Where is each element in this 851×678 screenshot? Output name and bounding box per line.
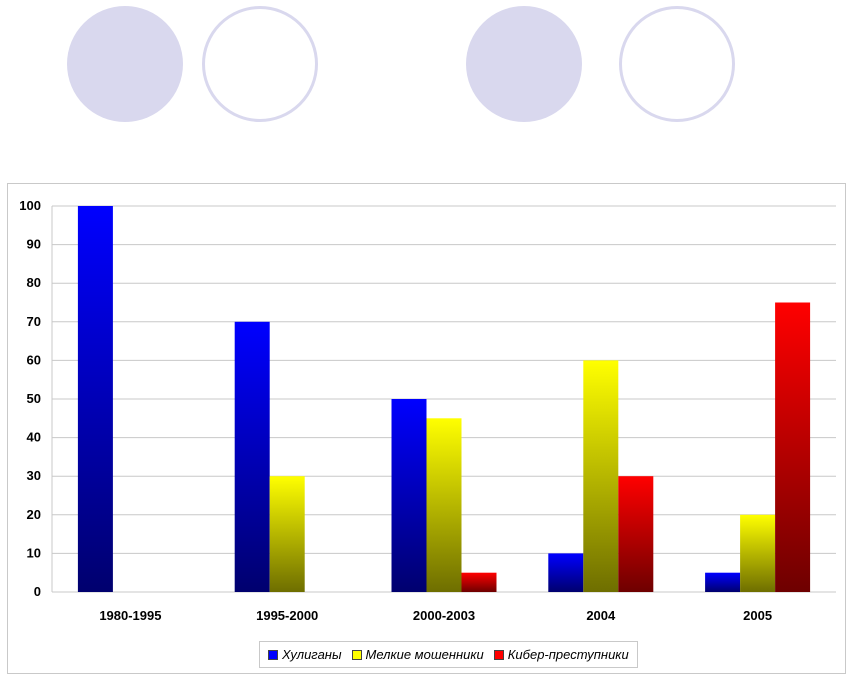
legend-item-kiber-prestupniki: Кибер-преступники <box>493 647 629 662</box>
legend-swatch-red <box>493 649 504 660</box>
y-tick-label: 20 <box>27 507 41 522</box>
legend-label: Хулиганы <box>282 647 342 662</box>
y-tick-label: 10 <box>27 545 41 560</box>
legend-label: Мелкие мошенники <box>365 647 484 662</box>
y-axis: 0 10 20 30 40 50 60 70 80 90 100 <box>19 198 53 599</box>
legend-swatch-blue <box>268 649 278 660</box>
x-tick-label: 2000-2003 <box>413 608 475 623</box>
bar <box>775 302 811 592</box>
y-tick-label: 30 <box>27 468 41 483</box>
x-axis-labels: 1980-1995 1995-2000 2000-2003 2004 2005 <box>99 608 772 623</box>
x-tick-label: 1980-1995 <box>99 608 161 623</box>
y-tick-label: 40 <box>27 430 41 445</box>
bar <box>77 206 113 592</box>
bar <box>618 476 654 592</box>
bar <box>583 360 619 592</box>
chart-legend: Хулиганы Мелкие мошенники Кибер-преступн… <box>259 641 638 668</box>
legend-swatch-yellow <box>351 649 362 660</box>
bar <box>705 572 741 592</box>
bar <box>234 321 270 592</box>
bar <box>426 418 462 592</box>
y-tick-label: 100 <box>19 198 41 213</box>
x-tick-label: 2004 <box>586 608 616 623</box>
y-tick-label: 80 <box>27 275 41 290</box>
decorative-circle-outline-1 <box>202 6 318 122</box>
x-tick-label: 1995-2000 <box>256 608 318 623</box>
bar <box>548 553 584 592</box>
decorative-circle-outline-2 <box>619 6 735 122</box>
decorative-circle-filled-1 <box>67 6 183 122</box>
y-tick-label: 0 <box>34 584 41 599</box>
bar <box>740 514 776 592</box>
bar <box>269 476 305 592</box>
y-tick-label: 60 <box>27 352 41 367</box>
bars <box>77 206 811 592</box>
y-tick-label: 50 <box>27 391 41 406</box>
y-tick-label: 70 <box>27 314 41 329</box>
bar <box>391 399 427 592</box>
legend-item-melkie-moshenniki: Мелкие мошенники <box>351 647 484 662</box>
y-tick-label: 90 <box>27 237 41 252</box>
bar <box>461 572 497 592</box>
decorative-circle-filled-2 <box>466 6 582 122</box>
legend-label: Кибер-преступники <box>507 647 629 662</box>
legend-item-huligany: Хулиганы <box>268 647 342 662</box>
x-tick-label: 2005 <box>743 608 772 623</box>
